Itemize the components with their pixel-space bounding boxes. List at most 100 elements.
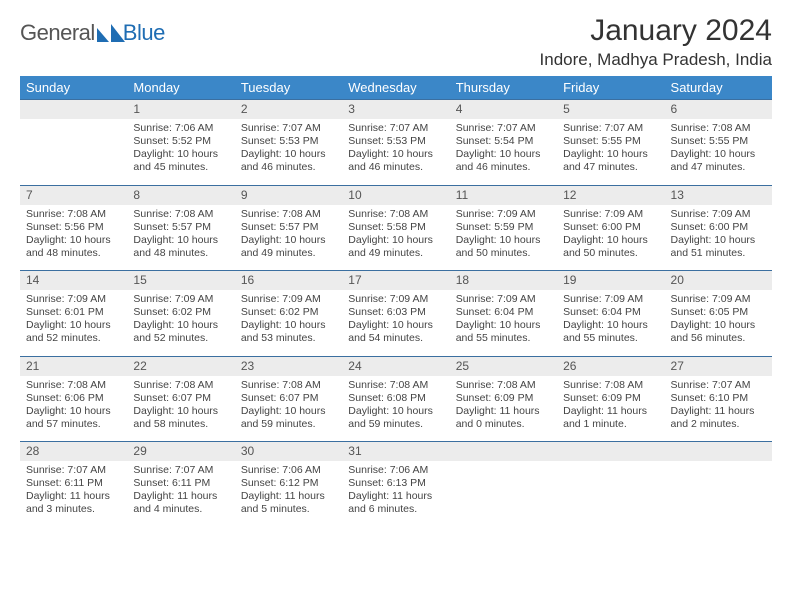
calendar-cell: 14Sunrise: 7:09 AMSunset: 6:01 PMDayligh…	[20, 271, 127, 357]
day-number: 11	[450, 186, 557, 205]
sunrise-line: Sunrise: 7:09 AM	[241, 293, 336, 306]
day-details: Sunrise: 7:08 AMSunset: 6:09 PMDaylight:…	[450, 376, 557, 442]
daylight-line: Daylight: 10 hours and 46 minutes.	[241, 148, 336, 174]
calendar-cell: 7Sunrise: 7:08 AMSunset: 5:56 PMDaylight…	[20, 185, 127, 271]
daylight-line: Daylight: 10 hours and 52 minutes.	[26, 319, 121, 345]
header: General Blue January 2024 Indore, Madhya…	[20, 14, 772, 70]
sunrise-line: Sunrise: 7:08 AM	[671, 122, 766, 135]
day-details: Sunrise: 7:08 AMSunset: 6:07 PMDaylight:…	[127, 376, 234, 442]
day-number: 19	[557, 271, 664, 290]
calendar-cell: 21Sunrise: 7:08 AMSunset: 6:06 PMDayligh…	[20, 356, 127, 442]
sunrise-line: Sunrise: 7:07 AM	[26, 464, 121, 477]
day-number: 16	[235, 271, 342, 290]
month-title: January 2024	[540, 14, 772, 48]
calendar-cell: 22Sunrise: 7:08 AMSunset: 6:07 PMDayligh…	[127, 356, 234, 442]
calendar-cell: 2Sunrise: 7:07 AMSunset: 5:53 PMDaylight…	[235, 100, 342, 186]
daylight-line: Daylight: 10 hours and 55 minutes.	[563, 319, 658, 345]
sunrise-line: Sunrise: 7:08 AM	[241, 208, 336, 221]
daylight-line: Daylight: 11 hours and 1 minute.	[563, 405, 658, 431]
sunset-line: Sunset: 6:05 PM	[671, 306, 766, 319]
day-number: 27	[665, 357, 772, 376]
sunrise-line: Sunrise: 7:07 AM	[133, 464, 228, 477]
day-details: Sunrise: 7:09 AMSunset: 6:02 PMDaylight:…	[127, 290, 234, 356]
calendar-week-row: 7Sunrise: 7:08 AMSunset: 5:56 PMDaylight…	[20, 185, 772, 271]
sunset-line: Sunset: 6:07 PM	[241, 392, 336, 405]
calendar-week-row: 14Sunrise: 7:09 AMSunset: 6:01 PMDayligh…	[20, 271, 772, 357]
daylight-line: Daylight: 11 hours and 6 minutes.	[348, 490, 443, 516]
title-block: January 2024 Indore, Madhya Pradesh, Ind…	[540, 14, 772, 70]
sunset-line: Sunset: 5:53 PM	[241, 135, 336, 148]
sunrise-line: Sunrise: 7:08 AM	[133, 208, 228, 221]
calendar-cell: 29Sunrise: 7:07 AMSunset: 6:11 PMDayligh…	[127, 442, 234, 527]
sunrise-line: Sunrise: 7:09 AM	[563, 293, 658, 306]
weekday-header: Monday	[127, 76, 234, 100]
sunrise-line: Sunrise: 7:07 AM	[348, 122, 443, 135]
sunrise-line: Sunrise: 7:06 AM	[241, 464, 336, 477]
day-number: 14	[20, 271, 127, 290]
day-details: Sunrise: 7:06 AMSunset: 5:52 PMDaylight:…	[127, 119, 234, 185]
sunset-line: Sunset: 5:53 PM	[348, 135, 443, 148]
day-details: Sunrise: 7:07 AMSunset: 6:11 PMDaylight:…	[127, 461, 234, 527]
day-details: Sunrise: 7:06 AMSunset: 6:12 PMDaylight:…	[235, 461, 342, 527]
day-number: 9	[235, 186, 342, 205]
day-details: Sunrise: 7:09 AMSunset: 6:04 PMDaylight:…	[557, 290, 664, 356]
day-number: 3	[342, 100, 449, 119]
weekday-header-row: SundayMondayTuesdayWednesdayThursdayFrid…	[20, 76, 772, 100]
calendar-cell: 18Sunrise: 7:09 AMSunset: 6:04 PMDayligh…	[450, 271, 557, 357]
daylight-line: Daylight: 10 hours and 49 minutes.	[348, 234, 443, 260]
sunrise-line: Sunrise: 7:09 AM	[348, 293, 443, 306]
calendar-cell: 4Sunrise: 7:07 AMSunset: 5:54 PMDaylight…	[450, 100, 557, 186]
calendar-cell: 3Sunrise: 7:07 AMSunset: 5:53 PMDaylight…	[342, 100, 449, 186]
calendar-cell: 15Sunrise: 7:09 AMSunset: 6:02 PMDayligh…	[127, 271, 234, 357]
daylight-line: Daylight: 10 hours and 47 minutes.	[671, 148, 766, 174]
sunrise-line: Sunrise: 7:08 AM	[26, 208, 121, 221]
day-number: 7	[20, 186, 127, 205]
daylight-line: Daylight: 10 hours and 50 minutes.	[563, 234, 658, 260]
daylight-line: Daylight: 11 hours and 5 minutes.	[241, 490, 336, 516]
day-number: 5	[557, 100, 664, 119]
calendar-cell: 6Sunrise: 7:08 AMSunset: 5:55 PMDaylight…	[665, 100, 772, 186]
sunset-line: Sunset: 6:02 PM	[241, 306, 336, 319]
day-details: Sunrise: 7:09 AMSunset: 6:04 PMDaylight:…	[450, 290, 557, 356]
brand-logo: General Blue	[20, 20, 165, 46]
day-details: Sunrise: 7:07 AMSunset: 5:53 PMDaylight:…	[342, 119, 449, 185]
day-number-empty	[20, 100, 127, 119]
day-details: Sunrise: 7:08 AMSunset: 6:06 PMDaylight:…	[20, 376, 127, 442]
daylight-line: Daylight: 10 hours and 48 minutes.	[26, 234, 121, 260]
sunset-line: Sunset: 6:04 PM	[563, 306, 658, 319]
calendar-cell: 20Sunrise: 7:09 AMSunset: 6:05 PMDayligh…	[665, 271, 772, 357]
sunrise-line: Sunrise: 7:07 AM	[241, 122, 336, 135]
day-number: 28	[20, 442, 127, 461]
daylight-line: Daylight: 10 hours and 45 minutes.	[133, 148, 228, 174]
sunset-line: Sunset: 6:10 PM	[671, 392, 766, 405]
daylight-line: Daylight: 10 hours and 59 minutes.	[241, 405, 336, 431]
calendar-cell: 31Sunrise: 7:06 AMSunset: 6:13 PMDayligh…	[342, 442, 449, 527]
day-details: Sunrise: 7:06 AMSunset: 6:13 PMDaylight:…	[342, 461, 449, 527]
day-number: 30	[235, 442, 342, 461]
day-number: 24	[342, 357, 449, 376]
day-number: 21	[20, 357, 127, 376]
empty-cell	[20, 119, 127, 137]
calendar-cell: 9Sunrise: 7:08 AMSunset: 5:57 PMDaylight…	[235, 185, 342, 271]
sunset-line: Sunset: 6:00 PM	[671, 221, 766, 234]
day-details: Sunrise: 7:08 AMSunset: 6:09 PMDaylight:…	[557, 376, 664, 442]
day-number: 4	[450, 100, 557, 119]
day-details: Sunrise: 7:09 AMSunset: 6:05 PMDaylight:…	[665, 290, 772, 356]
sunrise-line: Sunrise: 7:09 AM	[456, 208, 551, 221]
calendar-cell: 1Sunrise: 7:06 AMSunset: 5:52 PMDaylight…	[127, 100, 234, 186]
calendar-week-row: 28Sunrise: 7:07 AMSunset: 6:11 PMDayligh…	[20, 442, 772, 527]
day-number: 17	[342, 271, 449, 290]
weekday-header: Thursday	[450, 76, 557, 100]
sunset-line: Sunset: 6:01 PM	[26, 306, 121, 319]
day-details: Sunrise: 7:09 AMSunset: 6:00 PMDaylight:…	[665, 205, 772, 271]
sunset-line: Sunset: 6:09 PM	[456, 392, 551, 405]
daylight-line: Daylight: 11 hours and 3 minutes.	[26, 490, 121, 516]
sunset-line: Sunset: 6:13 PM	[348, 477, 443, 490]
calendar-cell: 24Sunrise: 7:08 AMSunset: 6:08 PMDayligh…	[342, 356, 449, 442]
calendar-cell: 16Sunrise: 7:09 AMSunset: 6:02 PMDayligh…	[235, 271, 342, 357]
day-number: 18	[450, 271, 557, 290]
day-number: 1	[127, 100, 234, 119]
day-number: 6	[665, 100, 772, 119]
day-details: Sunrise: 7:08 AMSunset: 5:58 PMDaylight:…	[342, 205, 449, 271]
brand-sail-icon	[95, 22, 125, 44]
